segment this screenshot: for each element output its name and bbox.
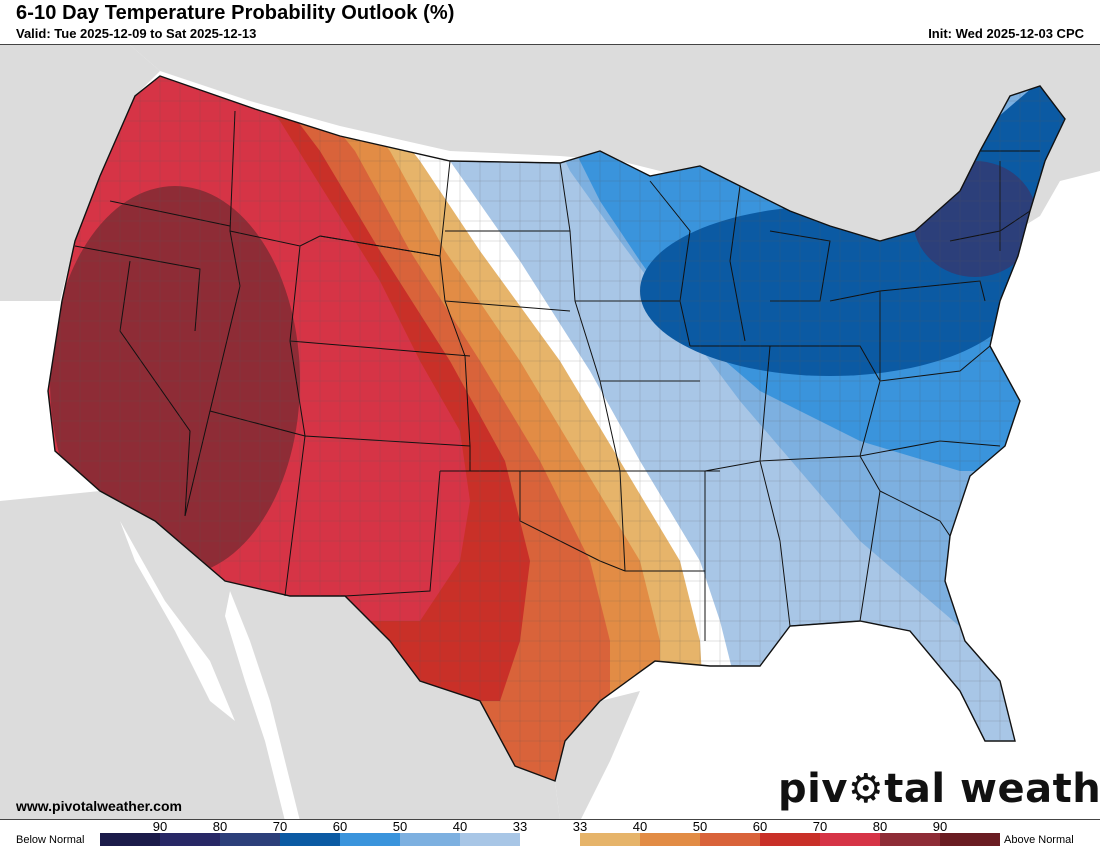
init-time: Init: Wed 2025-12-03 CPC bbox=[928, 26, 1084, 41]
map-panel bbox=[0, 44, 1100, 820]
legend-swatch bbox=[640, 833, 700, 846]
legend-colorbar bbox=[100, 833, 1000, 846]
legend-tick-label: 90 bbox=[152, 819, 168, 834]
legend-tick-label: 40 bbox=[632, 819, 648, 834]
legend-tick-label: 60 bbox=[752, 819, 768, 834]
legend-above-label: Above Normal bbox=[1004, 834, 1074, 846]
valid-range: Valid: Tue 2025-12-09 to Sat 2025-12-13 bbox=[16, 26, 257, 41]
header: 6-10 Day Temperature Probability Outlook… bbox=[0, 0, 1100, 44]
outlook-map bbox=[0, 45, 1100, 819]
legend-swatch bbox=[760, 833, 820, 846]
legend-tick-label: 50 bbox=[392, 819, 408, 834]
legend-swatch bbox=[520, 833, 580, 846]
legend-swatch bbox=[460, 833, 520, 846]
legend-tick-label: 70 bbox=[812, 819, 828, 834]
legend-tick-label: 50 bbox=[692, 819, 708, 834]
pivotal-weather-logo: piv⚙tal weather bbox=[778, 766, 1100, 812]
legend-tick-label: 40 bbox=[452, 819, 468, 834]
legend-swatch bbox=[580, 833, 640, 846]
legend-tick-label: 80 bbox=[872, 819, 888, 834]
page-title: 6-10 Day Temperature Probability Outlook… bbox=[16, 2, 455, 24]
legend-swatch bbox=[940, 833, 1000, 846]
legend-swatch bbox=[280, 833, 340, 846]
legend-swatch bbox=[100, 833, 160, 846]
legend-swatch bbox=[880, 833, 940, 846]
legend-swatch bbox=[220, 833, 280, 846]
legend-swatch bbox=[820, 833, 880, 846]
brand-text-right: tal weather bbox=[884, 766, 1100, 812]
legend-ticks: 90 80 70 60 50 40 33 33 40 50 60 70 80 90 bbox=[100, 819, 1000, 834]
legend-below-label: Below Normal bbox=[16, 834, 85, 846]
legend-tick-label: 70 bbox=[272, 819, 288, 834]
gear-icon: ⚙ bbox=[847, 766, 885, 812]
legend-tick-label: 90 bbox=[932, 819, 948, 834]
legend-tick-label: 33 bbox=[512, 819, 528, 834]
website-url[interactable]: www.pivotalweather.com bbox=[16, 798, 182, 814]
legend-tick-label: 60 bbox=[332, 819, 348, 834]
color-legend: Below Normal 90 80 70 60 50 40 33 33 40 50 60 70 80 9… bbox=[0, 819, 1100, 850]
legend-tick-label: 33 bbox=[572, 819, 588, 834]
legend-swatch bbox=[700, 833, 760, 846]
brand-text-left: piv bbox=[778, 766, 848, 812]
legend-swatch bbox=[400, 833, 460, 846]
legend-swatch bbox=[160, 833, 220, 846]
legend-swatch bbox=[340, 833, 400, 846]
legend-tick-label: 80 bbox=[212, 819, 228, 834]
